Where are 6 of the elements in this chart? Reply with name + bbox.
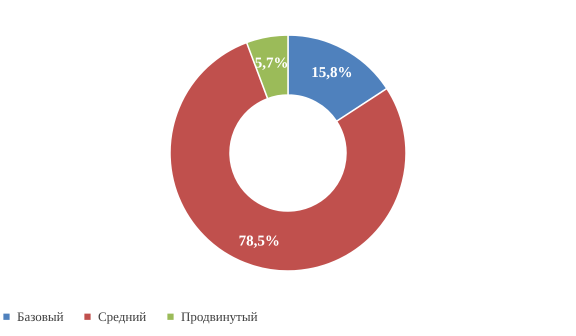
legend-label: Средний xyxy=(98,308,146,324)
legend-label: Продвинутый xyxy=(181,308,258,324)
legend-label: Базовый xyxy=(17,308,64,324)
data-label: 78,5% xyxy=(238,233,280,250)
data-label: 5,7% xyxy=(254,55,288,72)
data-label: 15,8% xyxy=(311,65,352,82)
